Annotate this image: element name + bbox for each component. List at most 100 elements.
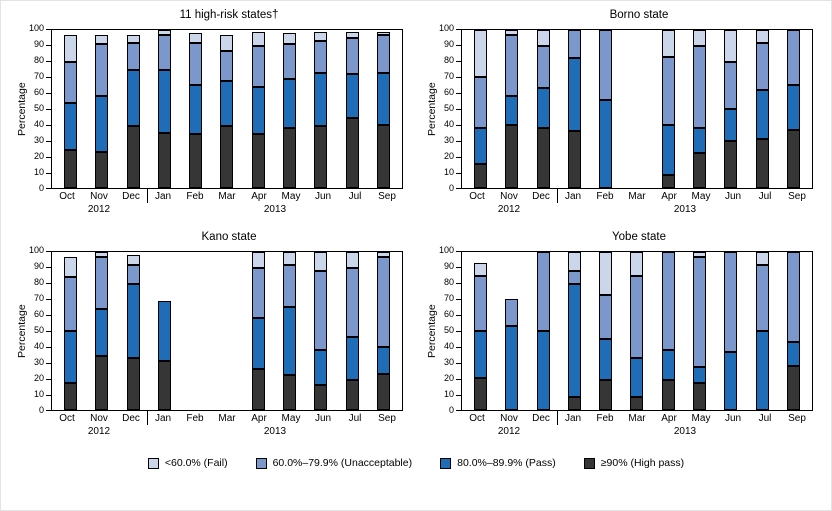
x-tick-label: Oct [59,413,75,424]
y-tick-mark [456,315,461,316]
bar-segment [126,126,140,188]
stacked-bar [505,252,519,410]
x-tick-label: Nov [500,413,518,424]
bar-segment [251,86,265,135]
bar-segment [474,331,488,379]
chart-panel-yobe: Yobe state Percentage 0 10 20 30 40 50 60 70 80 9… [425,231,817,439]
bar-segment [220,50,234,81]
bar-segment [345,31,359,38]
stacked-bar [95,252,109,410]
bar-segment [599,338,613,380]
bar-slot [778,252,809,410]
legend-label: ≥90% (High pass) [600,457,685,469]
x-tick-label: Dec [122,413,140,424]
y-tick-mark [46,77,51,78]
y-tick-mark [46,173,51,174]
bar-segment [474,77,488,128]
stacked-bar [251,252,265,410]
bar-segment [314,252,328,271]
bar-slot [715,30,746,188]
stacked-bar [630,252,644,410]
y-tick-label: 80 [33,277,44,287]
x-tick-label: Nov [500,191,518,202]
x-tick-label: Dec [122,191,140,202]
bar-segment [376,72,390,125]
bar-segment [95,256,109,309]
bar-segment [376,252,390,257]
chart-panel-kano: Kano state Percentage 0 10 20 30 40 50 60 70 80 9… [15,231,407,439]
x-tick-label: Sep [378,191,396,202]
stacked-bar [220,30,234,188]
stacked-bar [692,30,706,188]
bar-segment [536,30,550,46]
bar-segment [724,252,738,352]
y-tick-label: 10 [443,167,454,177]
bar-segment [282,33,296,45]
x-tick-label: Nov [90,191,108,202]
bar-slot [336,30,367,188]
year-divider-tick [557,189,558,203]
x-axis-months: Oct Nov Dec Jan Feb Mar Apr May Jun Jul Sep [461,189,813,204]
y-tick-label: 100 [28,23,44,33]
bar-slot [746,252,777,410]
bar-segment [189,33,203,43]
x-tick-label: Oct [59,191,75,202]
y-tick-label: 20 [33,151,44,161]
y-tick-mark [46,141,51,142]
x-tick-label: Nov [90,413,108,424]
y-tick-mark [46,347,51,348]
y-tick-label: 90 [443,39,454,49]
y-tick-mark [46,379,51,380]
bar-segment [567,131,581,188]
x-tick-label: Sep [788,413,806,424]
bar-segment [189,85,203,135]
bar-segment [474,378,488,410]
y-axis-label: Percentage [426,304,438,358]
bar-slot [746,30,777,188]
bar-slot [211,252,242,410]
x-tick-label: May [281,191,301,202]
year-divider-tick [147,411,148,425]
bar-segment [157,301,171,362]
y-tick-mark [456,29,461,30]
x-tick-label: Jul [758,191,772,202]
y-axis-label: Percentage [16,304,28,358]
x-axis-months: Oct Nov Dec Jan Feb Mar Apr May Jun Jul Sep [51,189,403,204]
stacked-bar [474,30,488,188]
bar-segment [64,150,78,188]
y-tick-label: 40 [443,341,454,351]
legend-swatch [255,457,267,469]
bar-segment [157,132,171,188]
bar-segment [599,294,613,339]
year-divider-tick [557,411,558,425]
y-tick-label: 70 [33,293,44,303]
bar-segment [95,308,109,357]
y-tick-label: 20 [443,373,454,383]
y-axis-label: Percentage [16,82,28,136]
bar-slot [180,30,211,188]
bar-segment [786,342,800,366]
x-tick-label: Dec [532,413,550,424]
stacked-bar [189,252,202,410]
stacked-bar [126,30,140,188]
bar-segment [314,349,328,385]
bar-segment [282,264,296,308]
bar-slot [86,30,117,188]
x-tick-label: May [691,413,711,424]
y-tick-label: 20 [443,151,454,161]
bar-segment [474,263,488,276]
bar-segment [314,72,328,127]
legend: <60.0% (Fail) 60.0%–79.9% (Unacceptable) 8… [1,457,831,469]
bar-segment [474,127,488,165]
bar-segment [567,271,581,284]
y-tick-label: 100 [438,245,454,255]
bar-segment [724,351,738,410]
year-label: 2013 [263,426,287,437]
bar-slot [86,252,117,410]
bar-slot [243,252,274,410]
y-tick-mark [456,109,461,110]
bar-segment [661,124,675,176]
x-tick-label: Jan [564,413,582,424]
stacked-bar [599,30,613,188]
x-tick-label: Feb [186,413,204,424]
